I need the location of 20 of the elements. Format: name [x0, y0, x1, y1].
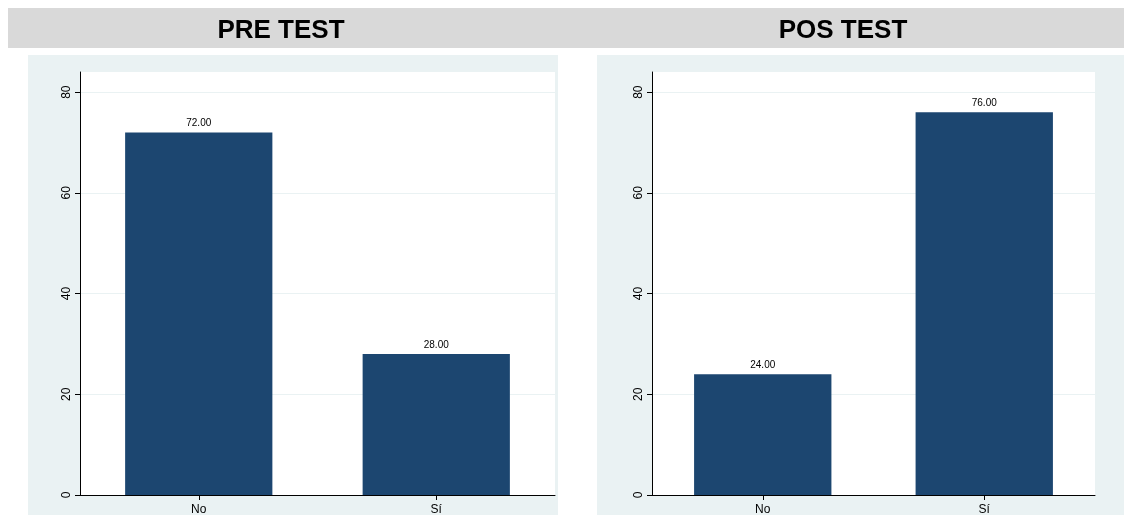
- chart-title: PRE TEST: [217, 14, 345, 44]
- chart-title: POS TEST: [778, 14, 908, 44]
- y-tick-label: 60: [59, 185, 73, 200]
- data-label: 76.00: [971, 96, 998, 108]
- y-tick-label: 80: [59, 85, 73, 99]
- data-label: 72.00: [186, 116, 212, 128]
- y-tick-label: 0: [59, 491, 73, 499]
- y-tick-label: 20: [59, 387, 73, 401]
- data-label: 24.00: [750, 358, 776, 370]
- y-tick-label: 80: [631, 85, 645, 99]
- x-tick-label: No: [755, 502, 771, 516]
- y-tick-label: 0: [631, 491, 645, 499]
- y-tick-label: 40: [59, 286, 73, 301]
- y-tick-label: 20: [631, 387, 645, 401]
- x-tick-label: Sí: [978, 502, 991, 516]
- data-label: 28.00: [423, 338, 450, 350]
- x-tick-label: No: [191, 502, 207, 516]
- y-tick-label: 40: [631, 286, 645, 301]
- y-tick-label: 60: [631, 185, 645, 200]
- x-tick-label: Sí: [430, 502, 443, 516]
